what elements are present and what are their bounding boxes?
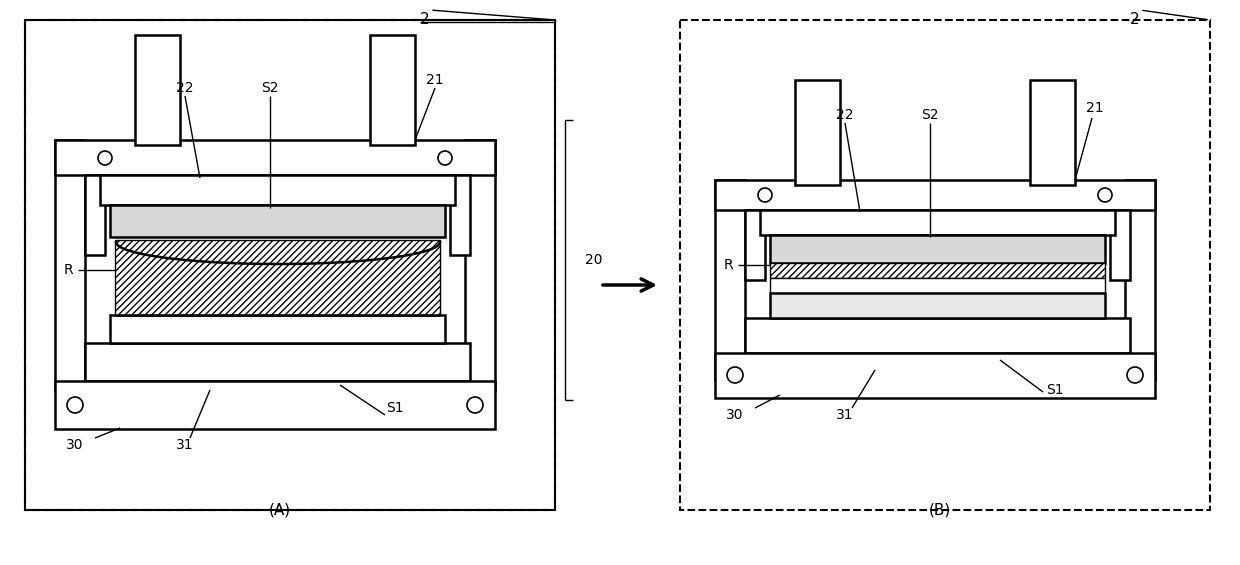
Bar [55,140,86,390]
Text: 21: 21 [1086,101,1104,115]
Bar [715,180,1154,210]
Text: 22: 22 [176,81,193,95]
Text: 2: 2 [1130,12,1140,27]
Bar [745,210,765,280]
Bar [135,35,180,145]
Bar [100,175,455,205]
Text: 30: 30 [66,438,84,452]
Text: 31: 31 [836,408,854,422]
Circle shape [758,188,773,202]
Bar [55,140,495,175]
Bar [55,381,495,429]
Text: 2: 2 [420,12,429,27]
Bar [1125,180,1154,380]
Bar [450,175,470,255]
Bar [86,343,470,381]
Bar [715,353,1154,398]
Bar [715,180,745,380]
Circle shape [467,397,484,413]
Bar [370,35,415,145]
Bar [770,293,1105,318]
Text: 31: 31 [176,438,193,452]
Bar [25,20,556,510]
Text: 20: 20 [585,253,603,267]
Bar [1030,80,1075,185]
Text: (B): (B) [929,502,951,518]
Text: (A): (A) [269,502,291,518]
Bar [770,235,1105,263]
Bar [770,278,1105,293]
Text: S2: S2 [262,81,279,95]
Bar [770,263,1105,278]
Text: 22: 22 [836,108,854,122]
Circle shape [438,151,453,165]
Bar [115,240,440,315]
Bar [680,20,1210,510]
Text: R: R [723,258,733,272]
Text: S1: S1 [386,401,404,415]
Text: R: R [63,263,73,277]
Bar [760,210,1115,235]
Circle shape [1097,188,1112,202]
Bar [795,80,839,185]
Bar [86,175,105,255]
Bar [110,205,445,237]
Text: S2: S2 [921,108,939,122]
Bar [465,140,495,390]
Bar [110,315,445,343]
Circle shape [67,397,83,413]
Circle shape [1127,367,1143,383]
Text: 30: 30 [727,408,744,422]
Text: 21: 21 [427,73,444,87]
Bar [1110,210,1130,280]
Bar [25,20,556,510]
Bar [745,318,1130,353]
Circle shape [98,151,112,165]
Circle shape [727,367,743,383]
Text: S1: S1 [1047,383,1064,397]
